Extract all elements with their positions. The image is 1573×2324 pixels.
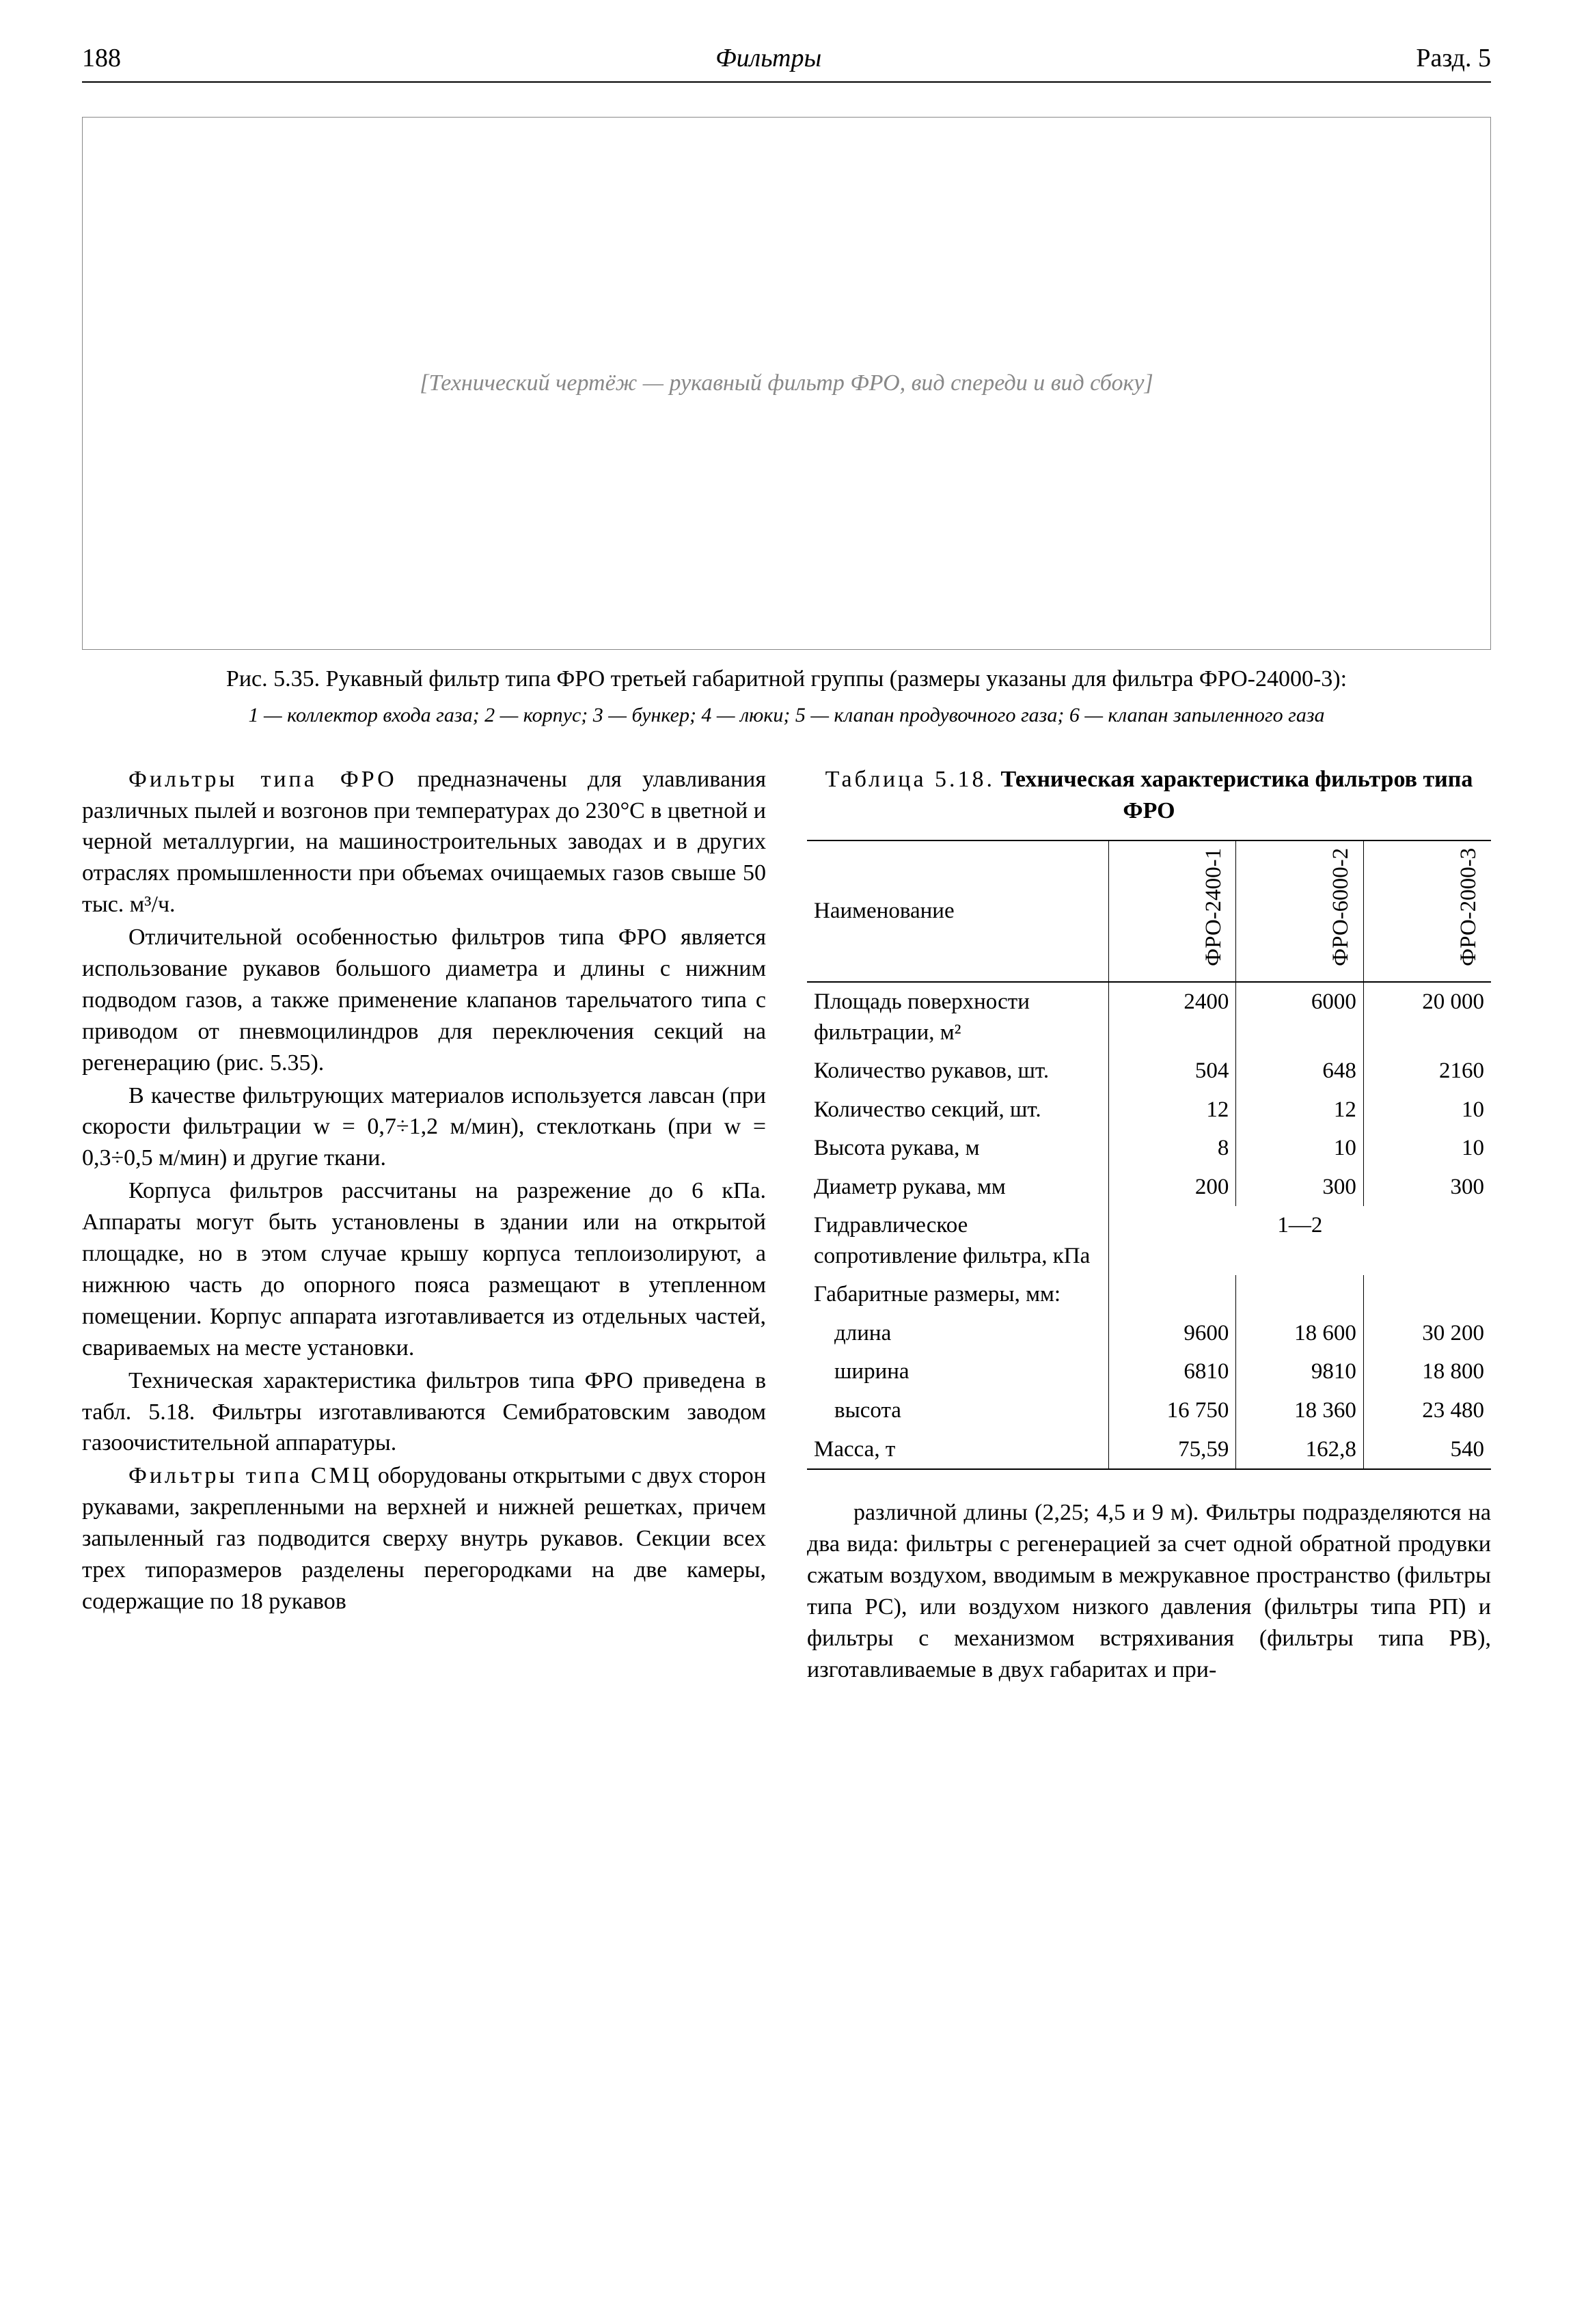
table-body: Площадь поверхности фильтрации, м²240060… bbox=[807, 982, 1491, 1469]
header-section: Разд. 5 bbox=[1416, 41, 1491, 76]
row-value-cell: 540 bbox=[1363, 1430, 1491, 1470]
table-row: Гидравлическое сопротивление фильтра, кП… bbox=[807, 1206, 1491, 1275]
table-row: Высота рукава, м81010 bbox=[807, 1129, 1491, 1168]
page-header: 188 Фильтры Разд. 5 bbox=[82, 41, 1491, 83]
p1-lead: Фильтры типа ФРО bbox=[128, 767, 397, 792]
paragraph-6: Фильтры типа СМЦ оборудованы открытыми с… bbox=[82, 1460, 766, 1617]
row-value-cell: 18 800 bbox=[1363, 1352, 1491, 1391]
table-row: Площадь поверхности фильтрации, м²240060… bbox=[807, 982, 1491, 1052]
p6-lead: Фильтры типа СМЦ bbox=[128, 1463, 372, 1488]
row-name-cell: высота bbox=[807, 1391, 1108, 1430]
row-name-cell: ширина bbox=[807, 1352, 1108, 1391]
table-head-c3-text: ФРО-2000-3 bbox=[1453, 845, 1484, 968]
right-paragraph-1: различной длины (2,25; 4,5 и 9 м). Фильт… bbox=[807, 1497, 1491, 1685]
row-name-cell: Диаметр рукава, мм bbox=[807, 1168, 1108, 1207]
row-name-cell: Гидравлическое сопротивление фильтра, кП… bbox=[807, 1206, 1108, 1275]
row-value-cell: 8 bbox=[1108, 1129, 1236, 1168]
row-value-cell: 20 000 bbox=[1363, 982, 1491, 1052]
paragraph-1: Фильтры типа ФРО предназначены для улавл… bbox=[82, 764, 766, 920]
table-row: Количество секций, шт.121210 bbox=[807, 1091, 1491, 1130]
row-value-cell: 200 bbox=[1108, 1168, 1236, 1207]
row-value-cell bbox=[1236, 1275, 1364, 1314]
header-title: Фильтры bbox=[715, 41, 821, 76]
table-row: Диаметр рукава, мм200300300 bbox=[807, 1168, 1491, 1207]
paragraph-3: В качестве фильтрующих материалов исполь… bbox=[82, 1080, 766, 1175]
row-value-cell: 10 bbox=[1236, 1129, 1364, 1168]
right-column: Таблица 5.18. Техническая характеристика… bbox=[807, 764, 1491, 1687]
row-name-cell: Количество секций, шт. bbox=[807, 1091, 1108, 1130]
row-name-cell: Высота рукава, м bbox=[807, 1129, 1108, 1168]
table-head-c3: ФРО-2000-3 bbox=[1363, 840, 1491, 982]
row-value-cell: 2400 bbox=[1108, 982, 1236, 1052]
figure-legend-text: 1 — коллектор входа газа; 2 — корпус; 3 … bbox=[248, 704, 1324, 726]
row-value-cell: 10 bbox=[1363, 1129, 1491, 1168]
row-value-cell: 9810 bbox=[1236, 1352, 1364, 1391]
paragraph-5: Техническая характеристика фильтров типа… bbox=[82, 1365, 766, 1460]
paragraph-4: Корпуса фильтров рассчитаны на разрежени… bbox=[82, 1175, 766, 1363]
row-value-cell: 9600 bbox=[1108, 1314, 1236, 1353]
row-value-cell: 6000 bbox=[1236, 982, 1364, 1052]
figure-diagram: [Технический чертёж — рукавный фильтр ФР… bbox=[82, 117, 1491, 650]
row-value-cell: 30 200 bbox=[1363, 1314, 1491, 1353]
row-name-cell: Габаритные размеры, мм: bbox=[807, 1275, 1108, 1314]
page-number: 188 bbox=[82, 41, 121, 76]
figure-legend: 1 — коллектор входа газа; 2 — корпус; 3 … bbox=[82, 702, 1491, 730]
table-head-c2-text: ФРО-6000-2 bbox=[1326, 845, 1356, 968]
row-value-cell bbox=[1108, 1275, 1236, 1314]
row-value-cell: 648 bbox=[1236, 1052, 1364, 1091]
figure-area: [Технический чертёж — рукавный фильтр ФР… bbox=[82, 117, 1491, 729]
table-head-c1: ФРО-2400-1 bbox=[1108, 840, 1236, 982]
row-value-cell: 18 360 bbox=[1236, 1391, 1364, 1430]
row-value-cell: 75,59 bbox=[1108, 1430, 1236, 1470]
row-name-cell: длина bbox=[807, 1314, 1108, 1353]
table-row: высота16 75018 36023 480 bbox=[807, 1391, 1491, 1430]
table-head-name: Наименование bbox=[807, 840, 1108, 982]
row-value-merged: 1—2 bbox=[1108, 1206, 1491, 1275]
table-caption-title: Техническая характеристика фильтров типа… bbox=[1001, 767, 1473, 823]
table-caption-prefix: Таблица 5.18. bbox=[825, 767, 995, 792]
table-row: Габаритные размеры, мм: bbox=[807, 1275, 1491, 1314]
table-caption: Таблица 5.18. Техническая характеристика… bbox=[807, 764, 1491, 827]
left-column: Фильтры типа ФРО предназначены для улавл… bbox=[82, 764, 766, 1687]
body-columns: Фильтры типа ФРО предназначены для улавл… bbox=[82, 764, 1491, 1687]
row-name-cell: Количество рукавов, шт. bbox=[807, 1052, 1108, 1091]
row-value-cell: 2160 bbox=[1363, 1052, 1491, 1091]
row-value-cell: 300 bbox=[1236, 1168, 1364, 1207]
row-value-cell bbox=[1363, 1275, 1491, 1314]
row-value-cell: 10 bbox=[1363, 1091, 1491, 1130]
row-value-cell: 162,8 bbox=[1236, 1430, 1364, 1470]
table-head-c1-text: ФРО-2400-1 bbox=[1199, 845, 1229, 968]
row-name-cell: Площадь поверхности фильтрации, м² bbox=[807, 982, 1108, 1052]
row-value-cell: 6810 bbox=[1108, 1352, 1236, 1391]
row-value-cell: 12 bbox=[1108, 1091, 1236, 1130]
table-row: Масса, т75,59162,8540 bbox=[807, 1430, 1491, 1470]
figure-caption: Рис. 5.35. Рукавный фильтр типа ФРО трет… bbox=[82, 664, 1491, 695]
row-name-cell: Масса, т bbox=[807, 1430, 1108, 1470]
table-head-c2: ФРО-6000-2 bbox=[1236, 840, 1364, 982]
row-value-cell: 16 750 bbox=[1108, 1391, 1236, 1430]
row-value-cell: 504 bbox=[1108, 1052, 1236, 1091]
paragraph-2: Отличительной особенностью фильтров типа… bbox=[82, 922, 766, 1078]
row-value-cell: 18 600 bbox=[1236, 1314, 1364, 1353]
table-row: ширина6810981018 800 bbox=[807, 1352, 1491, 1391]
row-value-cell: 12 bbox=[1236, 1091, 1364, 1130]
spec-table: Наименование ФРО-2400-1 ФРО-6000-2 ФРО-2… bbox=[807, 840, 1491, 1470]
row-value-cell: 300 bbox=[1363, 1168, 1491, 1207]
table-row: длина960018 60030 200 bbox=[807, 1314, 1491, 1353]
row-value-cell: 23 480 bbox=[1363, 1391, 1491, 1430]
table-row: Количество рукавов, шт.5046482160 bbox=[807, 1052, 1491, 1091]
